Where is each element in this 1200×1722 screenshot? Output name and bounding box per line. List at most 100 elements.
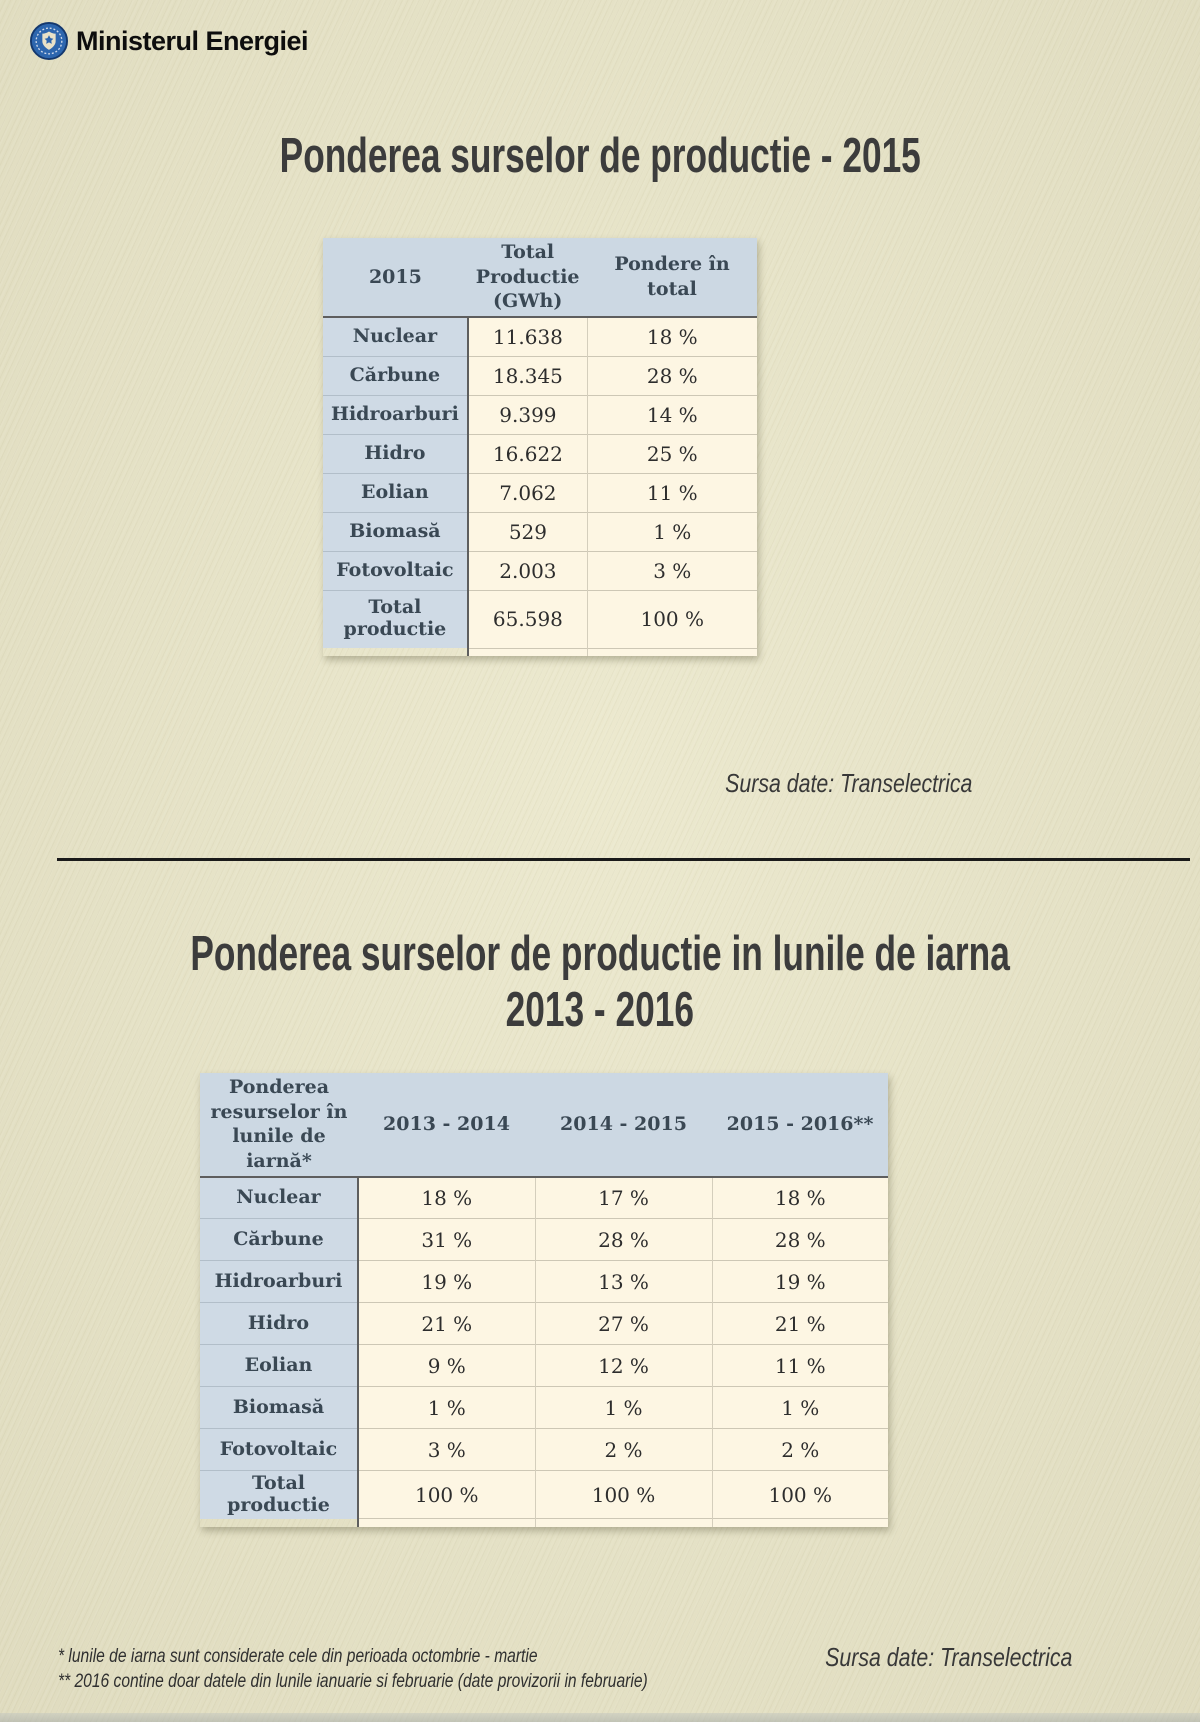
value-cell: 11 % — [711, 1344, 888, 1387]
value-cell: 12 % — [534, 1344, 712, 1387]
section1-title: Ponderea surselor de productie - 2015 — [279, 129, 921, 183]
value-cell: 31 % — [357, 1218, 535, 1261]
row-label-cell: Total productie — [323, 589, 468, 649]
value-cell: 16.622 — [466, 433, 588, 474]
value-cell: 18.345 — [466, 355, 588, 396]
value-cell: 1 % — [587, 511, 757, 552]
value-cell: 2 % — [534, 1428, 712, 1471]
value-cell: 2.003 — [466, 550, 588, 591]
footnote-2: ** 2016 contine doar datele din lunile i… — [58, 1670, 648, 1692]
value-cell: 1 % — [357, 1386, 535, 1429]
value-cell: 7.062 — [466, 472, 588, 513]
row-label-cell: Biomasă — [323, 511, 468, 552]
source-note-1: Sursa date: Transelectrica — [725, 768, 973, 798]
value-cell: 14 % — [587, 394, 757, 435]
bottom-edge-strip — [0, 1713, 1200, 1722]
value-cell: 100 % — [587, 589, 757, 649]
value-cell: 21 % — [357, 1302, 535, 1345]
section2-title-line1: Ponderea surselor de productie in lunile… — [190, 927, 1010, 981]
value-cell: 18 % — [357, 1176, 535, 1219]
column-header-2015-2016: 2015 - 2016** — [712, 1073, 888, 1178]
table-row: Nuclear 11.638 18 % — [323, 316, 757, 357]
value-cell: 3 % — [357, 1428, 535, 1471]
table-row: Eolian 7.062 11 % — [323, 472, 757, 513]
section-divider — [57, 858, 1190, 861]
value-cell: 28 % — [711, 1218, 888, 1261]
table-row: Biomasă 1 % 1 % 1 % — [200, 1386, 888, 1429]
table-row: Fotovoltaic 2.003 3 % — [323, 550, 757, 591]
value-cell: 21 % — [711, 1302, 888, 1345]
row-label-cell: Total productie — [200, 1470, 358, 1519]
table-row: Fotovoltaic 3 % 2 % 2 % — [200, 1428, 888, 1471]
row-label-cell: Hidroarburi — [200, 1260, 358, 1303]
column-header-total-gwh: Total Productie (GWh) — [467, 238, 588, 319]
value-cell: 25 % — [587, 433, 757, 474]
table-header-row: Ponderea resurselor în lunile de iarnă* … — [200, 1073, 888, 1178]
table-header-row: 2015 Total Productie (GWh) Pondere în to… — [323, 238, 757, 319]
section2-title: Ponderea surselor de productie in lunile… — [0, 926, 1200, 1038]
table-filler-row — [200, 1518, 888, 1527]
romanian-government-seal-icon — [30, 22, 68, 60]
table-total-row: Total productie 65.598 100 % — [323, 589, 757, 649]
value-cell: 11.638 — [466, 316, 588, 357]
value-cell: 11 % — [587, 472, 757, 513]
row-label-cell: Fotovoltaic — [323, 550, 468, 591]
value-cell: 28 % — [534, 1218, 712, 1261]
value-cell: 1 % — [711, 1386, 888, 1429]
table-row: Hidroarburi 19 % 13 % 19 % — [200, 1260, 888, 1303]
value-cell: 100 % — [534, 1470, 712, 1519]
column-header-year: 2015 — [323, 238, 468, 319]
row-label-cell: Eolian — [200, 1344, 358, 1387]
value-cell: 3 % — [587, 550, 757, 591]
footnotes: * lunile de iarna sunt considerate cele … — [58, 1644, 795, 1694]
column-header-resource: Ponderea resurselor în lunile de iarnă* — [200, 1073, 358, 1178]
row-label-cell: Hidro — [323, 433, 468, 474]
table-total-row: Total productie 100 % 100 % 100 % — [200, 1470, 888, 1519]
value-cell: 18 % — [587, 316, 757, 357]
column-header-share: Pondere în total — [587, 238, 757, 319]
row-label-cell: Nuclear — [200, 1176, 358, 1219]
table-iarna-2013-2016: Ponderea resurselor în lunile de iarnă* … — [200, 1073, 888, 1527]
table-row: Hidro 16.622 25 % — [323, 433, 757, 474]
value-cell: 100 % — [357, 1470, 535, 1519]
source-note-2: Sursa date: Transelectrica — [825, 1642, 1073, 1672]
value-cell: 19 % — [357, 1260, 535, 1303]
row-label-cell: Hidro — [200, 1302, 358, 1345]
value-cell: 13 % — [534, 1260, 712, 1303]
value-cell: 529 — [466, 511, 588, 552]
table-productie-2015: 2015 Total Productie (GWh) Pondere în to… — [323, 238, 757, 657]
brand-header: Ministerul Energiei — [30, 22, 309, 60]
table-row: Biomasă 529 1 % — [323, 511, 757, 552]
row-label-cell: Eolian — [323, 472, 468, 513]
table-row: Eolian 9 % 12 % 11 % — [200, 1344, 888, 1387]
value-cell: 100 % — [711, 1470, 888, 1519]
row-label-cell: Biomasă — [200, 1386, 358, 1429]
table-filler-row — [323, 647, 757, 657]
value-cell: 28 % — [587, 355, 757, 396]
row-label-cell: Nuclear — [323, 316, 468, 357]
table-row: Cărbune 18.345 28 % — [323, 355, 757, 396]
value-cell: 2 % — [711, 1428, 888, 1471]
value-cell: 17 % — [534, 1176, 712, 1219]
value-cell: 9.399 — [466, 394, 588, 435]
table-row: Nuclear 18 % 17 % 18 % — [200, 1176, 888, 1219]
row-label-cell: Fotovoltaic — [200, 1428, 358, 1471]
value-cell: 19 % — [711, 1260, 888, 1303]
row-label-cell: Cărbune — [323, 355, 468, 396]
brand-name: Ministerul Energiei — [76, 25, 309, 56]
table-row: Cărbune 31 % 28 % 28 % — [200, 1218, 888, 1261]
section2-title-line2: 2013 - 2016 — [505, 983, 695, 1037]
column-header-2013-2014: 2013 - 2014 — [358, 1073, 535, 1178]
table-row: Hidro 21 % 27 % 21 % — [200, 1302, 888, 1345]
column-header-2014-2015: 2014 - 2015 — [535, 1073, 712, 1178]
value-cell: 18 % — [711, 1176, 888, 1219]
footnote-1: * lunile de iarna sunt considerate cele … — [58, 1645, 538, 1667]
table-row: Hidroarburi 9.399 14 % — [323, 394, 757, 435]
row-label-cell: Cărbune — [200, 1218, 358, 1261]
value-cell: 27 % — [534, 1302, 712, 1345]
row-label-cell: Hidroarburi — [323, 394, 468, 435]
value-cell: 9 % — [357, 1344, 535, 1387]
value-cell: 1 % — [534, 1386, 712, 1429]
value-cell: 65.598 — [466, 589, 588, 649]
